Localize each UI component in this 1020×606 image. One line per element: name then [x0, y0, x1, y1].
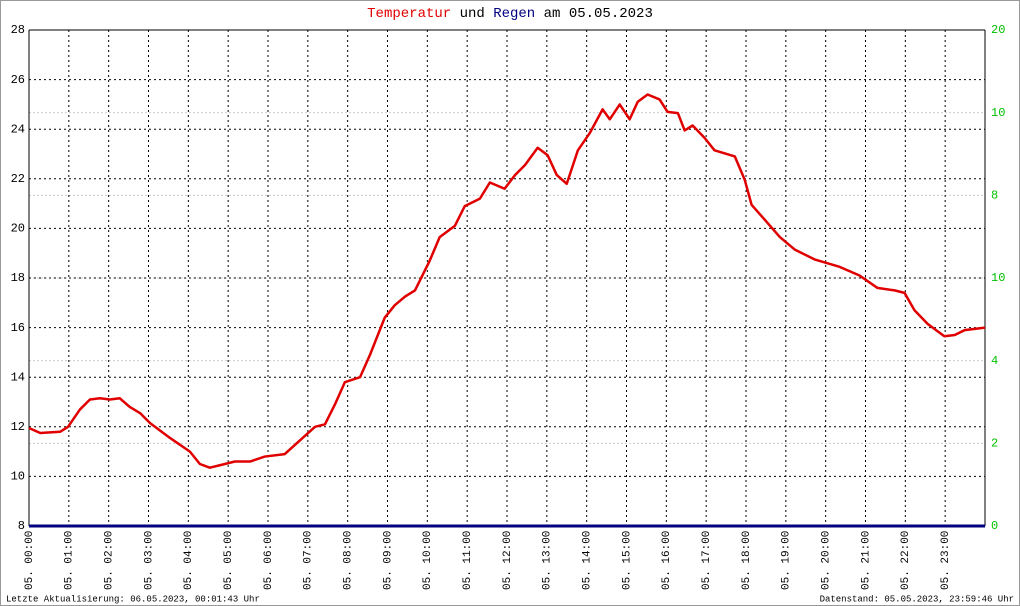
y2-tick-label: 4 — [991, 354, 998, 368]
x-tick-label: 05. 01:00 — [64, 531, 76, 590]
x-tick-label: 05. 20:00 — [821, 531, 833, 590]
x-tick-label: 05. 17:00 — [701, 531, 713, 590]
chart-title: Temperatur und Regen am 05.05.2023 — [367, 6, 653, 22]
y2-tick-label: 0 — [991, 519, 998, 533]
x-tick-label: 05. 15:00 — [621, 531, 633, 590]
title-und: und — [460, 6, 485, 22]
footer-right: Datenstand: 05.05.2023, 23:59:46 Uhr — [820, 594, 1014, 604]
title-temp: Temperatur — [367, 6, 451, 22]
x-tick-label: 05. 06:00 — [263, 531, 275, 590]
y2-tick-label: 10 — [991, 106, 1005, 120]
y-tick-label: 28 — [11, 23, 25, 37]
x-tick-label: 05. 08:00 — [343, 531, 355, 590]
x-tick-label: 05. 14:00 — [582, 531, 594, 590]
y-tick-label: 12 — [11, 420, 25, 434]
y-tick-label: 20 — [11, 222, 25, 236]
x-tick-label: 05. 02:00 — [104, 531, 116, 590]
x-tick-label: 05. 04:00 — [183, 531, 195, 590]
x-tick-label: 05. 18:00 — [741, 531, 753, 590]
x-tick-label: 05. 16:00 — [661, 531, 673, 590]
x-tick-label: 05. 23:00 — [940, 531, 952, 590]
y-tick-label: 10 — [11, 470, 25, 484]
x-tick-label: 05. 10:00 — [422, 531, 434, 590]
x-tick-label: 05. 13:00 — [542, 531, 554, 590]
footer-left: Letzte Aktualisierung: 06.05.2023, 00:01… — [6, 594, 260, 604]
y-tick-label: 22 — [11, 172, 25, 186]
x-tick-label: 05. 11:00 — [462, 531, 474, 590]
x-tick-label: 05. 19:00 — [781, 531, 793, 590]
y2-tick-label: 2 — [991, 437, 998, 451]
series-line — [28, 93, 986, 469]
y2-tick-label: 10 — [991, 271, 1005, 285]
y-tick-label: 18 — [11, 271, 25, 285]
y-tick-label: 16 — [11, 321, 25, 335]
x-tick-label: 05. 21:00 — [860, 531, 872, 590]
x-tick-label: 05. 00:00 — [24, 531, 36, 590]
x-tick-label: 05. 12:00 — [502, 531, 514, 590]
y2-tick-label: 20 — [991, 23, 1005, 37]
x-tick-label: 05. 03:00 — [143, 531, 155, 590]
x-tick-label: 05. 09:00 — [382, 531, 394, 590]
y-tick-label: 8 — [18, 519, 25, 533]
y-tick-label: 24 — [11, 122, 25, 136]
x-tick-label: 05. 22:00 — [900, 531, 912, 590]
x-tick-label: 05. 05:00 — [223, 531, 235, 590]
y2-tick-label: 8 — [991, 189, 998, 203]
y-tick-label: 14 — [11, 370, 25, 384]
title-date: am 05.05.2023 — [544, 6, 653, 22]
title-rain: Regen — [493, 6, 535, 22]
y-tick-label: 26 — [11, 73, 25, 87]
x-tick-label: 05. 07:00 — [303, 531, 315, 590]
